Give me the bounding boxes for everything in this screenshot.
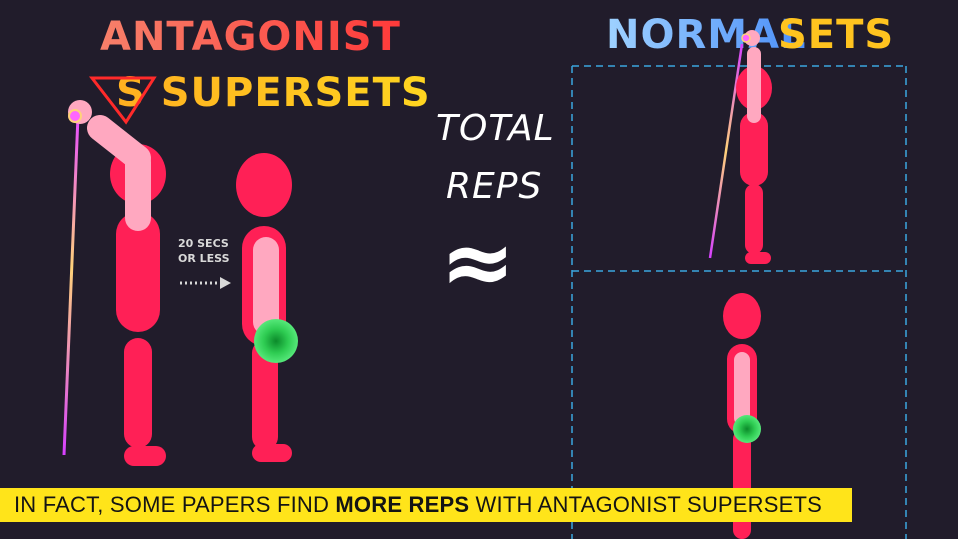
rest-arrow <box>180 277 231 289</box>
right-top-figure <box>708 30 772 264</box>
right-bottom-head <box>723 293 761 339</box>
left-figure <box>62 76 166 466</box>
sets-title: SETS <box>778 12 895 58</box>
normal-title: NORMAL <box>606 12 807 58</box>
approx-symbol: ≈ <box>440 210 516 315</box>
middle-leg <box>252 340 278 450</box>
supersets-title: S SUPERSETS <box>116 70 431 116</box>
left-cable <box>62 115 80 456</box>
caption-after: WITH ANTAGONIST SUPERSETS <box>469 492 822 517</box>
left-forearm <box>87 115 151 171</box>
left-leg <box>124 338 152 448</box>
middle-foot <box>252 444 292 462</box>
rest-note-line1: 20 SECS <box>178 237 229 250</box>
middle-glow <box>254 319 298 363</box>
triangle-icon <box>88 76 157 125</box>
left-foot <box>124 446 166 466</box>
reps-label: REPS <box>446 166 543 207</box>
right-top-foot <box>745 252 771 264</box>
left-torso <box>116 212 160 332</box>
antagonist-title: ANTAGONIST <box>100 14 401 60</box>
right-cable <box>708 43 744 259</box>
arrow-head-icon <box>220 277 231 289</box>
normal-sets-frame <box>571 65 907 539</box>
middle-head <box>236 153 292 217</box>
right-top-handle <box>741 33 751 43</box>
caption-text: IN FACT, SOME PAPERS FIND MORE REPS WITH… <box>14 492 822 518</box>
right-bottom-leg <box>733 430 751 539</box>
caption-bar: IN FACT, SOME PAPERS FIND MORE REPS WITH… <box>0 488 852 522</box>
caption-before: IN FACT, SOME PAPERS FIND <box>14 492 336 517</box>
right-bottom-glow <box>733 415 761 443</box>
total-label: TOTAL <box>436 108 555 149</box>
caption-emphasis: MORE REPS <box>335 492 470 517</box>
rest-note-line2: OR LESS <box>178 252 230 265</box>
left-handle <box>68 109 82 123</box>
right-top-torso <box>740 112 768 186</box>
rest-note: 20 SECS OR LESS <box>178 236 230 266</box>
right-top-leg <box>745 184 763 254</box>
middle-figure <box>236 153 298 462</box>
